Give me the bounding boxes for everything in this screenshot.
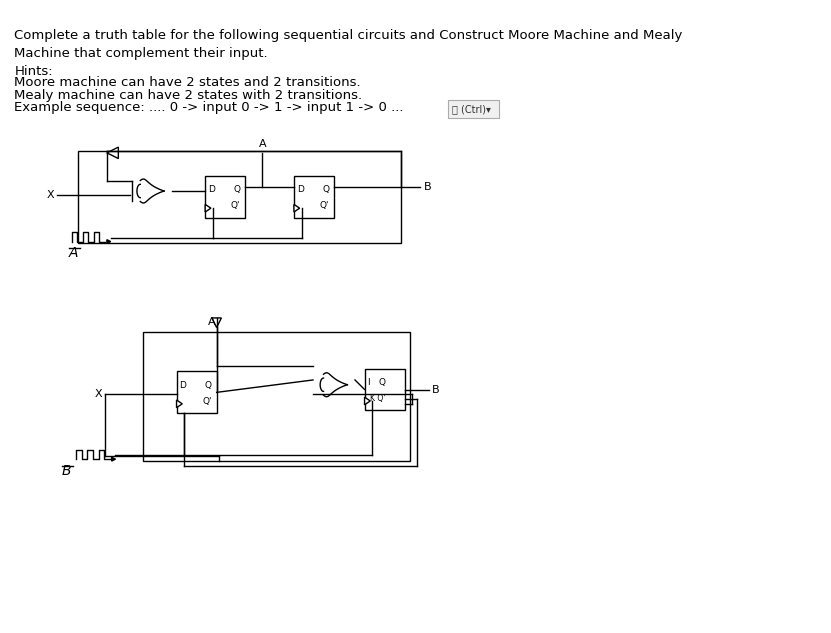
Text: D: D [208, 185, 215, 194]
Polygon shape [365, 397, 371, 404]
Text: D: D [179, 381, 186, 390]
Text: Complete a truth table for the following sequential circuits and Construct Moore: Complete a truth table for the following… [14, 28, 683, 78]
Text: B: B [432, 384, 440, 394]
Text: B: B [424, 182, 431, 192]
Text: B: B [62, 464, 71, 478]
Text: Q: Q [322, 185, 329, 194]
Text: Q': Q' [203, 397, 212, 406]
Text: Q: Q [205, 381, 212, 390]
Text: Mealy machine can have 2 states with 2 transitions.: Mealy machine can have 2 states with 2 t… [14, 89, 362, 102]
Text: Q': Q' [231, 201, 240, 210]
Text: K Q': K Q' [370, 394, 386, 403]
Text: Q: Q [379, 378, 386, 387]
FancyBboxPatch shape [448, 101, 499, 118]
Polygon shape [107, 240, 111, 244]
Text: D: D [297, 185, 303, 194]
Text: Moore machine can have 2 states and 2 transitions.: Moore machine can have 2 states and 2 tr… [14, 77, 361, 89]
Text: A: A [258, 139, 266, 149]
Polygon shape [212, 318, 221, 327]
Bar [176, 372, 217, 413]
Bar [143, 332, 411, 461]
Bar [294, 176, 334, 218]
Text: I: I [367, 378, 370, 387]
Text: X: X [47, 190, 54, 200]
Polygon shape [294, 204, 300, 212]
Text: 📋 (Ctrl)▾: 📋 (Ctrl)▾ [452, 104, 491, 114]
Polygon shape [205, 204, 211, 212]
Text: Q': Q' [320, 201, 329, 210]
Text: X: X [95, 389, 102, 399]
Text: Example sequence: .... 0 -> input 0 -> 1 -> input 1 -> 0 ...: Example sequence: .... 0 -> input 0 -> 1… [14, 101, 404, 115]
Polygon shape [176, 400, 182, 408]
Text: Q: Q [234, 185, 240, 194]
Bar [78, 151, 401, 244]
Text: A: A [208, 318, 216, 327]
Polygon shape [111, 457, 116, 461]
Bar [365, 368, 405, 410]
Bar [205, 176, 245, 218]
Text: A: A [69, 246, 78, 260]
Polygon shape [107, 147, 118, 158]
